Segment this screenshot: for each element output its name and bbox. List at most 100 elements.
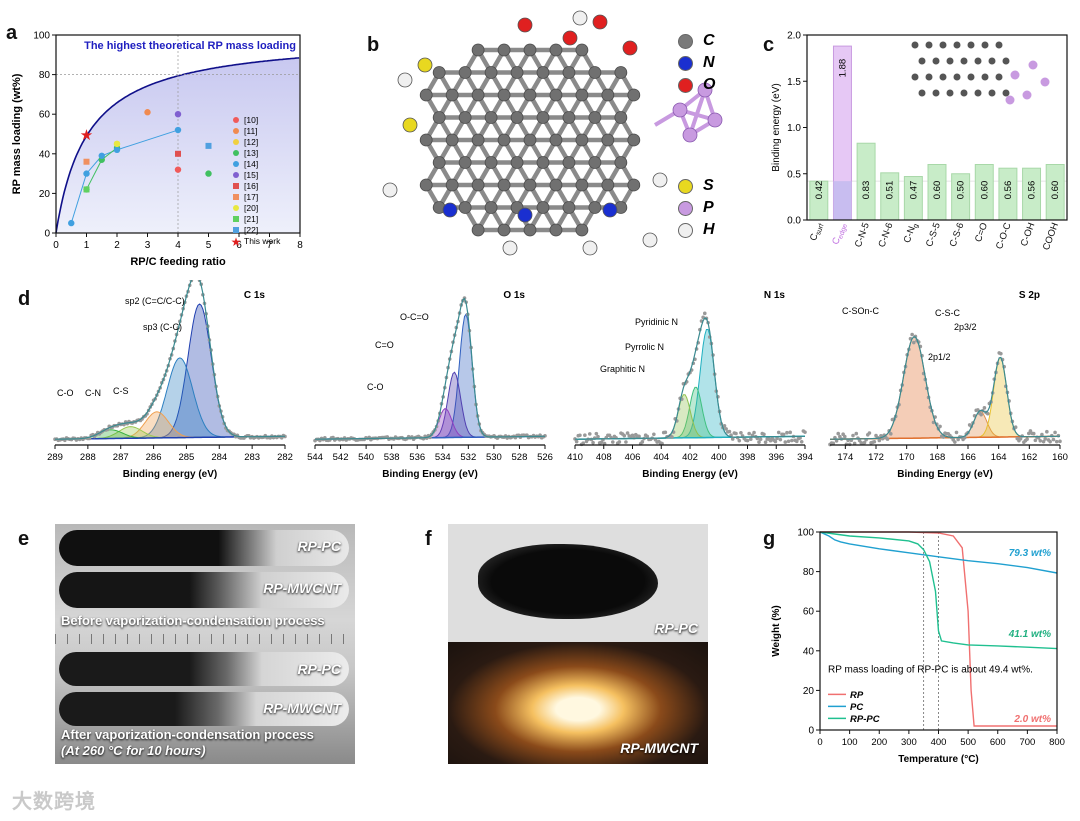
carbon-atom: [523, 133, 537, 147]
data-point: [98, 152, 105, 159]
data-point: [68, 219, 75, 227]
carbon-atom: [484, 111, 498, 124]
atom-legend-symbol: N: [703, 54, 715, 71]
theory-region: [56, 57, 300, 234]
carbon-atom: [510, 66, 524, 79]
bar-value-label: 0.47: [908, 181, 919, 200]
data-point: [583, 433, 587, 437]
y-tick-label: 60: [39, 110, 51, 121]
carbon-atom: [614, 111, 628, 124]
carbon-atom: [497, 88, 511, 102]
x-tick-label: 532: [460, 452, 476, 463]
data-point: [852, 441, 857, 446]
y-tick-label: 0: [44, 229, 50, 240]
carbon-atom: [458, 66, 472, 79]
data-point: [624, 440, 628, 444]
bar-value-label: 0.50: [956, 181, 967, 200]
legend-label: [10]: [244, 115, 258, 125]
legend-marker: [233, 227, 239, 233]
x-tick-label: 172: [868, 452, 884, 463]
panel-label-c: c: [763, 34, 775, 56]
data-point: [953, 440, 957, 444]
carbon-atom: [432, 66, 446, 79]
x-tick-label: 700: [1019, 737, 1035, 748]
legend-marker: [233, 128, 239, 134]
y-tick-label: 1.5: [787, 77, 801, 88]
hydrogen-atom: [382, 182, 398, 198]
carbon-atom: [458, 156, 472, 169]
y-axis-label: Weight (%): [771, 605, 782, 656]
y-axis-label: RP mass loading (wt%): [11, 73, 23, 194]
data-point: [776, 430, 781, 435]
x-tick-label: C-N-5: [853, 221, 872, 249]
inset-phosphorus: [1022, 90, 1032, 100]
atom-legend-symbol: H: [703, 221, 715, 238]
data-point: [867, 431, 872, 435]
x-tick-label: 3: [145, 240, 151, 251]
x-tick-label: 800: [1049, 737, 1065, 748]
data-point: [622, 433, 627, 438]
x-tick-label: 164: [991, 452, 1007, 463]
panel-label-g: g: [763, 528, 776, 550]
watermark: 大数跨境: [12, 791, 96, 813]
atom-legend-symbol: S: [703, 177, 714, 194]
legend-label: [20]: [244, 203, 258, 213]
data-point: [113, 146, 121, 154]
panel-title: C 1s: [244, 290, 266, 301]
peak-label: C-N: [85, 388, 101, 398]
x-tick-label: 600: [990, 737, 1006, 748]
data-point: [730, 437, 735, 441]
x-tick-label: 410: [567, 452, 583, 463]
data-point: [956, 437, 960, 442]
data-point: [599, 440, 604, 445]
inset-phosphorus: [1010, 70, 1020, 80]
data-point: [174, 126, 182, 134]
y-tick-label: 1.0: [787, 123, 801, 134]
carbon-atom: [575, 133, 589, 147]
peak-label: Pyrrolic N: [625, 342, 664, 352]
legend-marker: [233, 194, 239, 200]
data-point: [83, 170, 90, 177]
inset-carbon: [1002, 57, 1010, 65]
data-point: [745, 438, 750, 443]
peak-label: 2p3/2: [954, 322, 977, 332]
data-point: [645, 434, 650, 439]
data-point: [982, 406, 987, 410]
data-point: [578, 433, 582, 438]
carbon-atom: [549, 43, 563, 57]
x-tick-label: 538: [384, 452, 400, 463]
carbon-atom: [510, 156, 524, 169]
carbon-atom: [497, 223, 511, 237]
envelope-fit: [55, 280, 285, 440]
inset-carbon: [932, 89, 940, 97]
data-point: [798, 436, 802, 440]
carbon-atom: [562, 156, 576, 169]
series-RP-PC: [819, 531, 1058, 650]
data-point: [781, 432, 786, 437]
carbon-atom: [471, 178, 485, 192]
carbon-atom: [523, 178, 537, 192]
bar-value-label: 0.56: [1027, 181, 1038, 200]
carbon-atom: [471, 133, 485, 147]
fit-peak: [574, 394, 806, 440]
legend-label: [14]: [244, 159, 258, 169]
peak-label: C=O: [375, 340, 394, 350]
phosphorus-atom: [672, 102, 688, 118]
label-rp-pc-top: RP-PC: [297, 538, 341, 554]
x-tick-label: Cedge: [830, 221, 849, 246]
peak-label: C-O: [57, 388, 74, 398]
loading-note: RP mass loading of RP-PC is about 49.4 w…: [828, 665, 1033, 676]
carbon-atom: [471, 88, 485, 102]
tube-rp-mwcnt-before: [59, 572, 349, 608]
theory-label: The highest theoretical RP mass loading: [84, 40, 296, 52]
inset-carbon: [967, 41, 975, 49]
inset-carbon: [974, 57, 982, 65]
data-point: [862, 440, 867, 445]
data-point: [83, 158, 90, 165]
phosphorus-atom: [682, 127, 698, 143]
carbon-atom: [445, 133, 459, 147]
carbon-atom: [432, 156, 446, 169]
y-tick-label: 0: [808, 726, 814, 737]
carbon-atom: [445, 88, 459, 102]
x-tick-label: C-N-6: [877, 221, 896, 249]
